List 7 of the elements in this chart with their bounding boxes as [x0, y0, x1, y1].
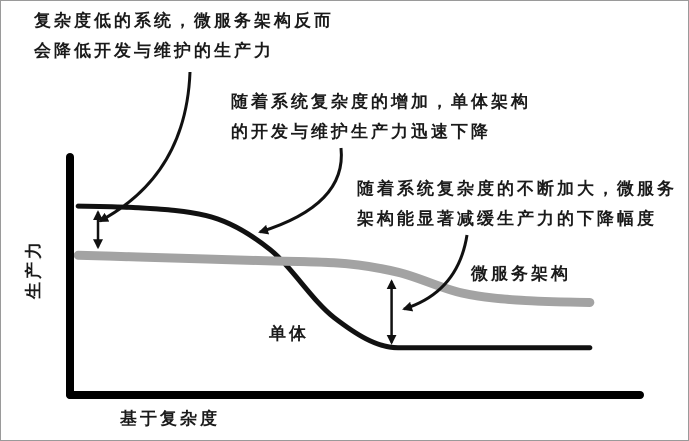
- x-axis-title: 基于复杂度: [120, 408, 220, 430]
- y-axis-title: 生产力: [23, 239, 44, 299]
- annotation: 随着系统复杂度的不断加大，微服务架构能显著减缓生产力的下降幅度: [357, 178, 678, 230]
- text: 随着系统复杂度的增加，单体架构的开发与维护生产力迅速下降: [231, 91, 532, 143]
- series-label: 单体: [269, 323, 309, 345]
- series-label: 微服务架构: [471, 263, 571, 285]
- text: 复杂度低的系统，微服务架构反而会降低开发与维护的生产力: [34, 10, 335, 62]
